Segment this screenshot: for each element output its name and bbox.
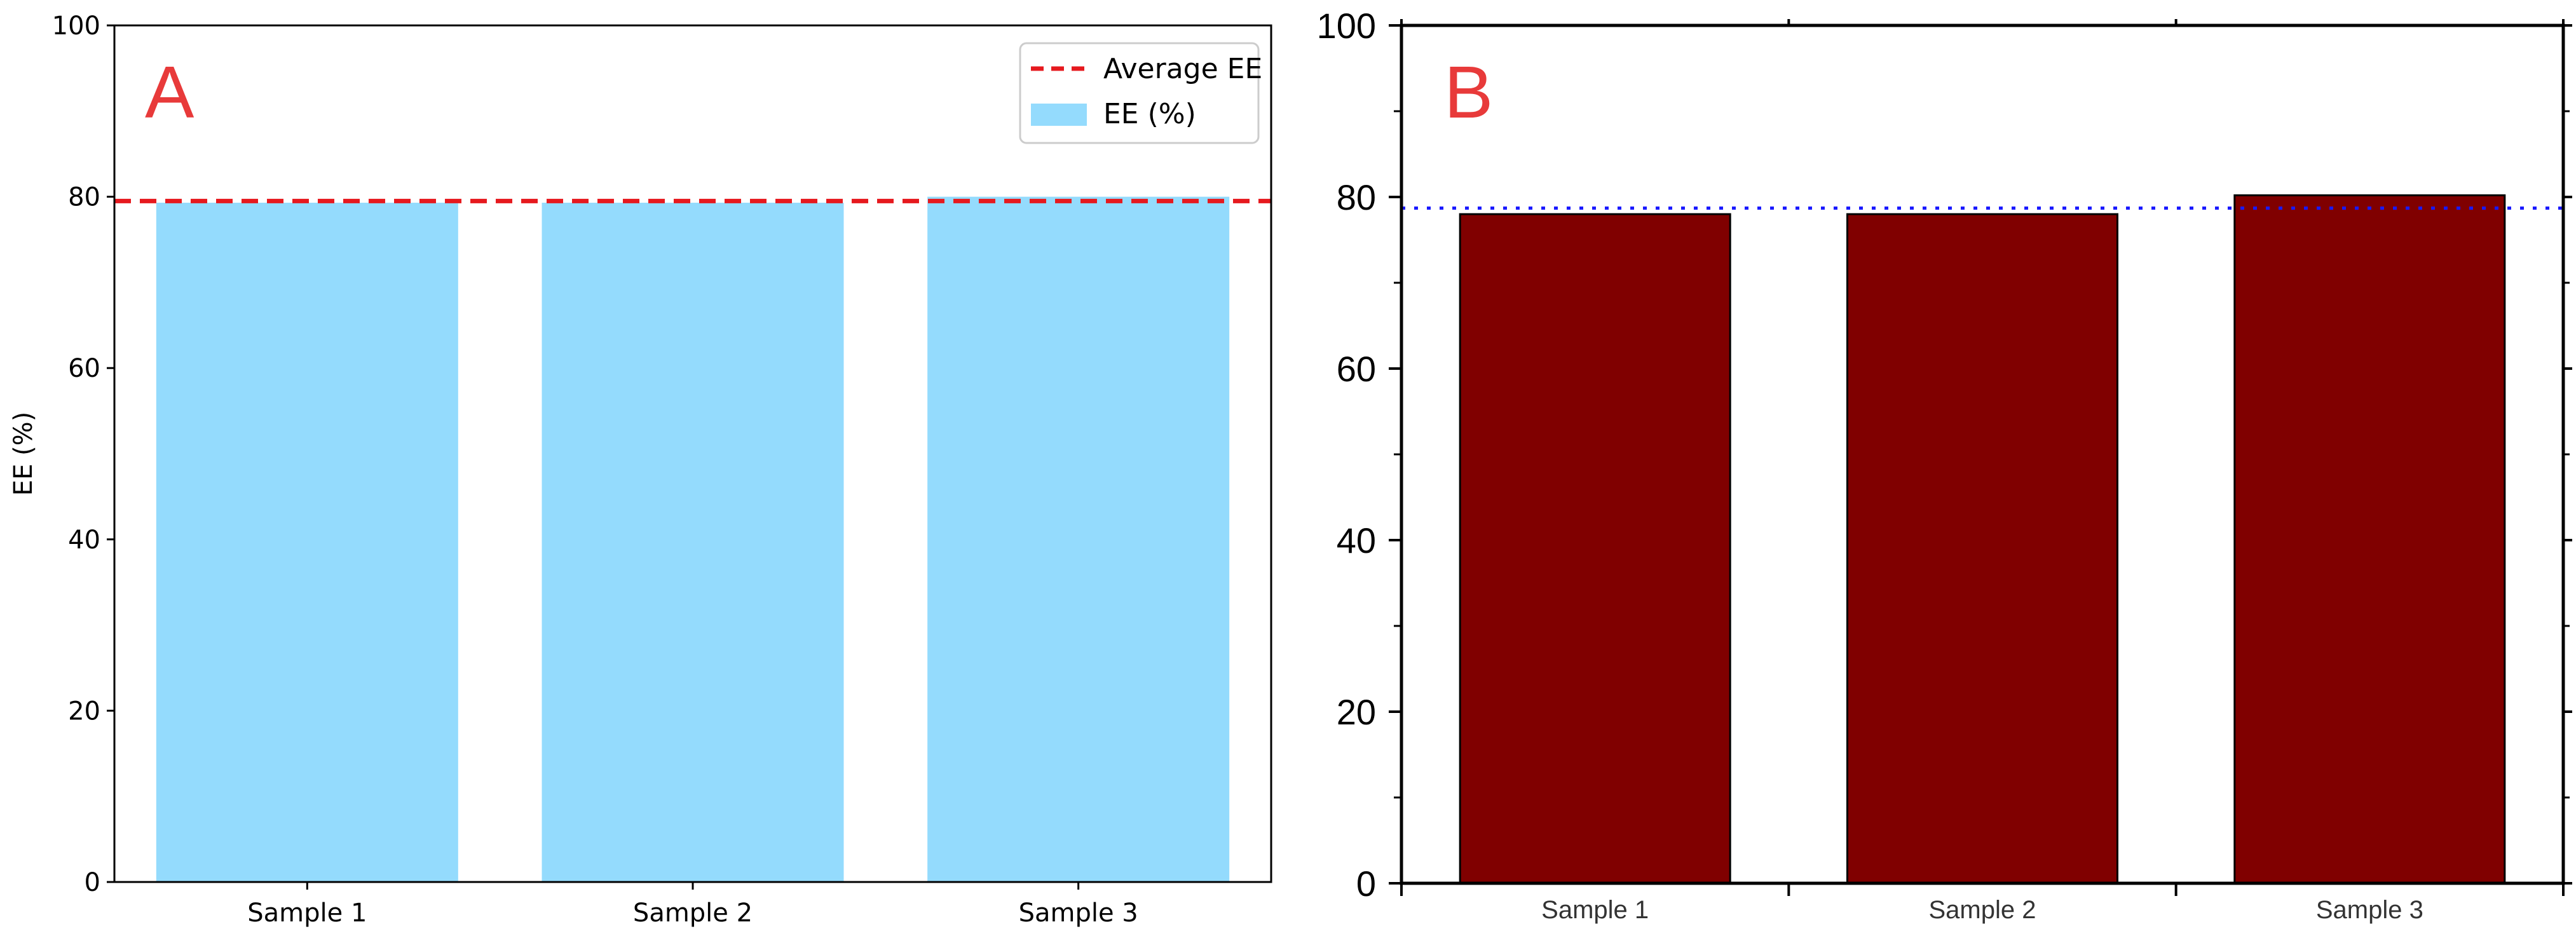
y-tick-label-a: 40	[68, 526, 100, 555]
bar-b-sample-2	[1846, 213, 2118, 885]
legend-a: Average EE EE (%)	[1019, 42, 1262, 144]
x-tick-label-a: Sample 3	[1019, 899, 1138, 928]
bar-a-sample-1	[156, 203, 458, 882]
y-tick-label-a: 100	[52, 11, 100, 41]
y-ticks-b: 0 20 40 60 80 100	[1317, 6, 2572, 904]
bars-group-b	[1459, 194, 2506, 885]
bar-b-sample-3	[2233, 194, 2506, 885]
panel-letter-a: A	[145, 51, 194, 133]
y-tick-label-b: 100	[1317, 6, 1376, 46]
y-tick-label-b: 80	[1337, 177, 1376, 217]
x-ticks-a: Sample 1 Sample 2 Sample 3	[247, 882, 1138, 928]
bar-a-sample-2	[542, 203, 844, 882]
y-tick-label-a: 60	[68, 354, 100, 383]
bar-a-sample-3	[927, 196, 1230, 883]
y-tick-label-a: 0	[85, 868, 100, 897]
x-ticks-b: Sample 1 Sample 2 Sample 3	[1400, 19, 2565, 924]
panel-letter-b: B	[1444, 51, 1493, 133]
x-tick-label-a: Sample 1	[247, 899, 367, 928]
legend-label-ee: EE (%)	[1103, 98, 1196, 130]
bars-group-a	[156, 196, 1230, 883]
chart-panel-b: 0 20 40 60 80 100 Sample 1 Sample 2 Sample 3 B	[1317, 6, 2572, 924]
x-tick-label-a: Sample 2	[633, 899, 753, 928]
x-tick-label-b: Sample 3	[2316, 896, 2423, 924]
y-axis-label-a: EE (%)	[9, 412, 38, 496]
y-tick-label-b: 0	[1356, 864, 1376, 904]
y-tick-label-a: 20	[68, 696, 100, 726]
y-tick-label-b: 40	[1337, 520, 1376, 560]
chart-panel-a: 0 20 40 60 80 100 Sample 1 Sample 2 Sample 3 EE…	[9, 11, 1272, 928]
legend-label-average-ee: Average EE	[1103, 53, 1262, 85]
x-tick-label-b: Sample 2	[1929, 896, 2036, 924]
y-tick-label-a: 80	[68, 183, 100, 212]
y-tick-label-b: 20	[1337, 692, 1376, 732]
y-ticks-a: 0 20 40 60 80 100	[52, 11, 114, 897]
bar-b-sample-1	[1459, 213, 1731, 885]
x-tick-label-b: Sample 1	[1541, 896, 1649, 924]
legend-swatch-ee	[1031, 104, 1087, 126]
y-tick-label-b: 60	[1337, 349, 1376, 389]
